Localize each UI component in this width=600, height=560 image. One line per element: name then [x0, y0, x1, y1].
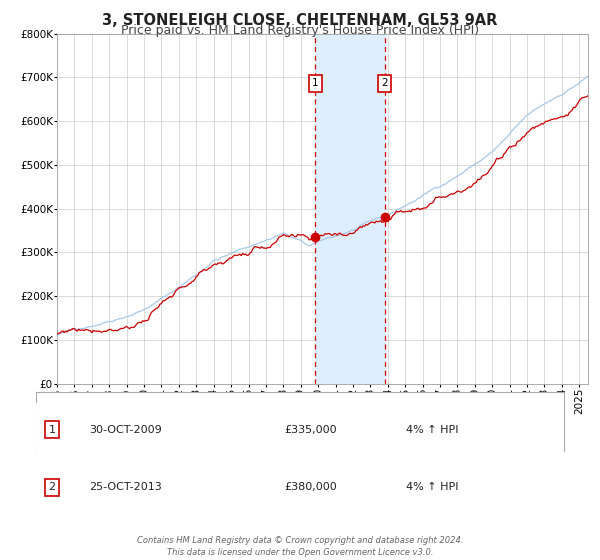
- Text: Contains HM Land Registry data © Crown copyright and database right 2024.
This d: Contains HM Land Registry data © Crown c…: [137, 536, 463, 557]
- Text: 1: 1: [49, 425, 55, 435]
- Text: Price paid vs. HM Land Registry's House Price Index (HPI): Price paid vs. HM Land Registry's House …: [121, 24, 479, 37]
- Text: £335,000: £335,000: [284, 425, 337, 435]
- Text: 3, STONELEIGH CLOSE, CHELTENHAM, GL53 9AR: 3, STONELEIGH CLOSE, CHELTENHAM, GL53 9A…: [103, 13, 497, 28]
- Text: 25-OCT-2013: 25-OCT-2013: [89, 483, 161, 492]
- Text: £380,000: £380,000: [284, 483, 337, 492]
- Text: 2: 2: [48, 483, 55, 492]
- Text: 2: 2: [382, 78, 388, 88]
- Text: 30-OCT-2009: 30-OCT-2009: [89, 425, 161, 435]
- Bar: [315, 34, 385, 384]
- Text: 4% ↑ HPI: 4% ↑ HPI: [406, 425, 458, 435]
- Text: HPI: Average price, detached house, Cheltenham: HPI: Average price, detached house, Chel…: [100, 430, 368, 440]
- Text: 1: 1: [312, 78, 319, 88]
- Text: 3, STONELEIGH CLOSE, CHELTENHAM, GL53 9AR (detached house): 3, STONELEIGH CLOSE, CHELTENHAM, GL53 9A…: [100, 403, 464, 413]
- Text: 4% ↑ HPI: 4% ↑ HPI: [406, 483, 458, 492]
